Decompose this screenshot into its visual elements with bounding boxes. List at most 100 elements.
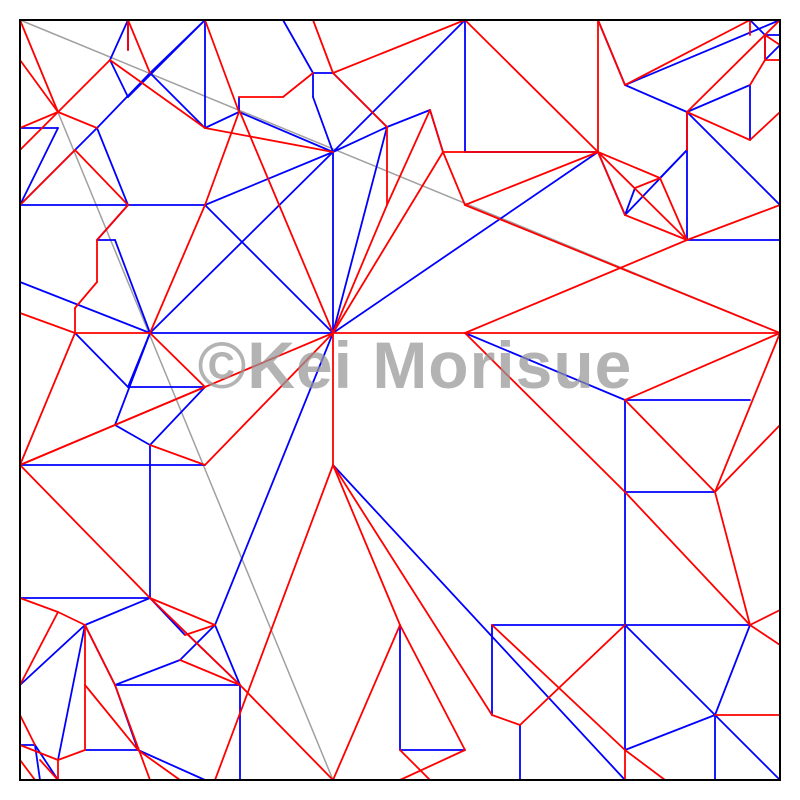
valley-fold-line-74 — [764, 44, 781, 61]
mountain-fold-line-32 — [204, 111, 240, 206]
mountain-fold-line-96 — [749, 609, 781, 626]
mountain-fold-line-48 — [114, 684, 151, 781]
mountain-fold-line-45 — [84, 684, 139, 751]
mountain-fold-line-49 — [19, 744, 59, 761]
mountain-fold-line-94 — [714, 491, 751, 626]
mountain-fold-line-41 — [19, 597, 59, 613]
mountain-fold-line-70 — [597, 151, 661, 179]
mountain-fold-line-14 — [332, 464, 493, 716]
valley-fold-line-59 — [137, 749, 206, 781]
mountain-fold-line-21 — [74, 149, 129, 206]
valley-fold-line-22 — [109, 19, 129, 61]
valley-fold-line-38 — [127, 332, 151, 388]
valley-fold-line-62 — [34, 744, 59, 781]
valley-fold-line-100 — [624, 714, 716, 751]
mountain-fold-line-88 — [597, 151, 626, 216]
mountain-fold-line-69 — [597, 151, 688, 241]
mountain-fold-line-63 — [429, 109, 444, 153]
mountain-fold-line-20 — [19, 149, 76, 206]
mountain-fold-line-67 — [464, 19, 599, 153]
valley-fold-line-31 — [114, 239, 151, 334]
valley-fold-line-21 — [109, 59, 129, 98]
valley-fold-line-28 — [19, 127, 59, 206]
mountain-fold-line-15 — [19, 19, 59, 113]
mountain-fold-line-74 — [464, 239, 688, 334]
mountain-fold-line-64 — [442, 151, 466, 206]
valley-fold-line-96 — [714, 624, 751, 716]
mountain-fold-line-90 — [624, 332, 781, 401]
mountain-fold-line-105 — [491, 714, 521, 726]
mountain-fold-line-72 — [659, 177, 688, 241]
mountain-fold-line-91 — [624, 399, 716, 493]
valley-fold-line-70 — [624, 19, 781, 86]
mountain-fold-lines — [19, 19, 781, 781]
valley-fold-line-24 — [149, 19, 206, 74]
auxiliary-line-1 — [19, 19, 334, 781]
mountain-fold-line-9 — [312, 19, 334, 74]
valley-fold-line-18 — [149, 72, 206, 129]
mountain-fold-line-66 — [464, 151, 599, 206]
mountain-fold-line-87 — [624, 214, 688, 241]
valley-fold-line-10 — [332, 151, 599, 334]
valley-fold-line-83 — [386, 109, 431, 128]
mountain-fold-line-107 — [624, 749, 666, 781]
valley-fold-line-7 — [332, 126, 388, 153]
mountain-fold-line-33 — [204, 19, 240, 113]
mountain-fold-line-38 — [19, 464, 151, 599]
valley-fold-line-48 — [84, 597, 151, 626]
valley-fold-line-9 — [332, 19, 466, 153]
mountain-fold-line-57 — [39, 759, 59, 781]
mountain-fold-line-60 — [332, 72, 388, 128]
mountain-fold-line-55 — [179, 659, 241, 686]
mountain-fold-line-81 — [749, 59, 766, 86]
mountain-fold-line-16 — [57, 59, 111, 113]
mountain-fold-line-110 — [399, 749, 431, 781]
mountain-fold-line-79 — [686, 111, 751, 141]
valley-fold-line-39 — [282, 19, 314, 74]
mountain-fold-line-92 — [714, 332, 781, 493]
mountain-fold-line-95 — [624, 491, 751, 626]
mountain-fold-line-27 — [19, 312, 76, 334]
mountain-fold-line-42 — [57, 611, 86, 626]
mountain-fold-line-78 — [686, 19, 781, 113]
valley-fold-line-2 — [204, 204, 334, 334]
valley-fold-line-68 — [686, 84, 751, 113]
valley-fold-line-56 — [214, 624, 241, 686]
mountain-fold-line-80 — [749, 111, 781, 141]
mountain-fold-line-2 — [204, 332, 334, 466]
mountain-fold-line-6 — [239, 111, 334, 334]
valley-fold-line-17 — [96, 72, 151, 129]
mountain-fold-line-53 — [184, 624, 216, 636]
mountain-fold-line-51 — [19, 714, 36, 746]
valley-fold-line-54 — [114, 659, 181, 686]
paper-border — [19, 19, 781, 781]
mountain-fold-line-54 — [149, 597, 216, 626]
valley-fold-line-33 — [74, 332, 129, 388]
mountain-fold-line-24 — [74, 281, 98, 309]
valley-fold-line-71 — [749, 19, 766, 36]
valley-fold-line-16 — [96, 127, 129, 206]
valley-fold-line-4 — [238, 111, 334, 153]
valley-fold-line-12 — [332, 464, 626, 781]
mountain-fold-line-62 — [386, 109, 431, 206]
valley-fold-line-85 — [464, 332, 626, 401]
mountain-fold-line-75 — [464, 204, 781, 334]
mountain-fold-line-4 — [332, 151, 444, 334]
mountain-fold-line-11 — [282, 72, 314, 98]
valley-fold-line-36 — [114, 424, 151, 446]
mountain-fold-line-31 — [149, 204, 206, 334]
mountain-fold-line-46 — [84, 624, 116, 686]
mountain-fold-line-106 — [519, 624, 626, 726]
mountain-fold-line-22 — [96, 204, 129, 241]
mountain-fold-line-19 — [57, 111, 98, 129]
mountain-fold-line-56 — [239, 684, 334, 781]
valley-fold-line-11 — [214, 332, 334, 626]
mountain-fold-line-43 — [19, 611, 59, 686]
mountain-fold-line-8 — [332, 19, 466, 74]
valley-fold-line-49 — [19, 624, 86, 686]
mountain-fold-line-36 — [127, 19, 151, 74]
valley-fold-line-35 — [149, 386, 206, 446]
mountain-fold-line-84 — [764, 34, 781, 46]
